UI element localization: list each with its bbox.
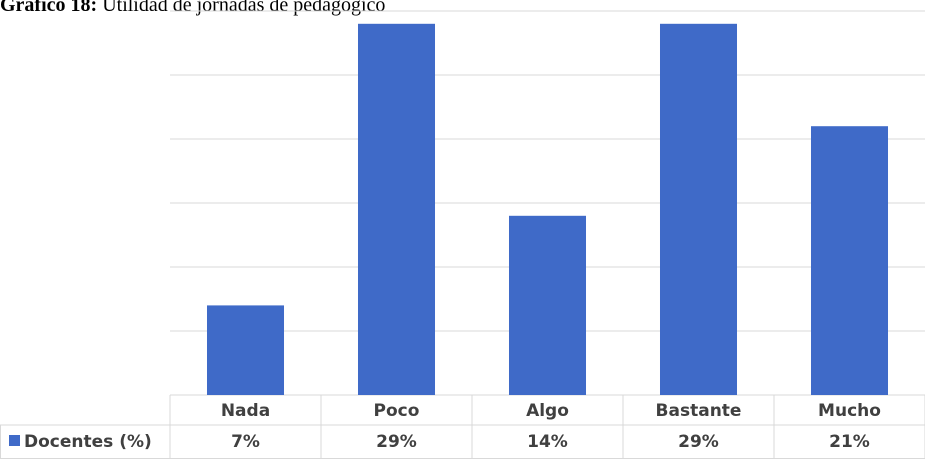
title-text: Utilidad de jornadas de pedagógico: [102, 0, 385, 16]
x-tick-label: Nada: [221, 401, 270, 421]
value-label: 21%: [829, 432, 870, 452]
x-tick-label: Algo: [526, 401, 569, 421]
value-label: 29%: [678, 432, 719, 452]
value-label: 14%: [527, 432, 568, 452]
bar: [659, 23, 738, 396]
bar: [206, 305, 285, 395]
chart-title: Gráfico 18: Utilidad de jornadas de peda…: [0, 0, 385, 16]
x-tick-label: Bastante: [656, 401, 742, 421]
legend-swatch: [9, 435, 20, 446]
x-tick-label: Poco: [374, 401, 420, 421]
bar: [508, 215, 587, 395]
bar: [357, 23, 436, 396]
x-tick-label: Mucho: [818, 401, 881, 421]
value-label: 29%: [376, 432, 417, 452]
bar: [810, 126, 889, 395]
legend-label: Docentes (%): [24, 432, 152, 452]
value-label: 7%: [231, 432, 260, 452]
title-label: Gráfico 18:: [0, 0, 97, 16]
